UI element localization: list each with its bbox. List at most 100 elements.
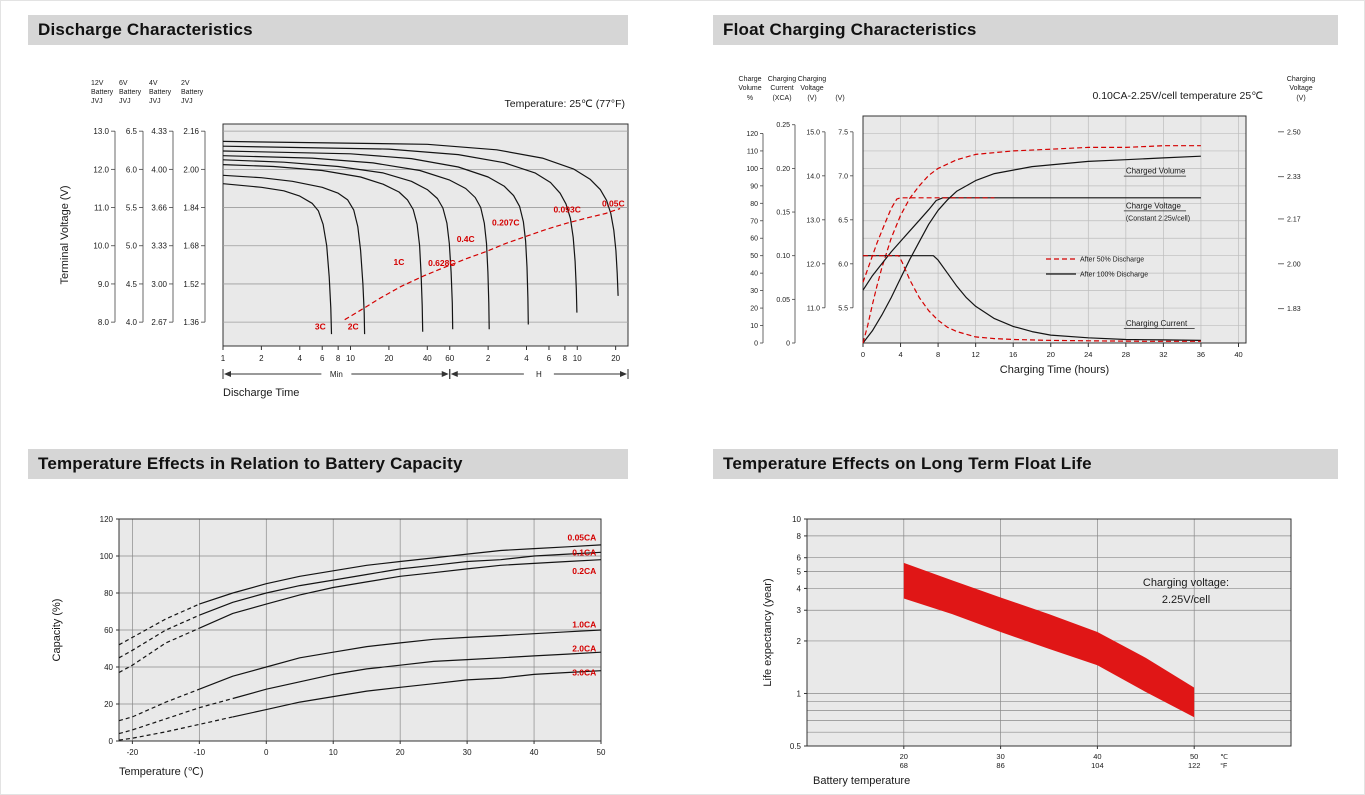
curve-label-0.05CA: 0.05CA bbox=[567, 533, 596, 543]
svg-text:28: 28 bbox=[1122, 350, 1130, 359]
svg-text:2: 2 bbox=[486, 354, 491, 363]
svg-text:11.0: 11.0 bbox=[807, 305, 820, 312]
svg-text:36: 36 bbox=[1197, 350, 1205, 359]
svg-text:4: 4 bbox=[898, 350, 902, 359]
svg-text:24: 24 bbox=[1084, 350, 1092, 359]
curve-label-0.4C: 0.4C bbox=[457, 234, 475, 244]
svg-text:8: 8 bbox=[936, 350, 940, 359]
x-axis-label: Discharge Time bbox=[223, 387, 299, 399]
svg-text:2V: 2V bbox=[181, 80, 190, 87]
curve-3C bbox=[222, 183, 333, 335]
svg-text:8.0: 8.0 bbox=[98, 318, 110, 327]
section-header-float: Float Charging Characteristics bbox=[713, 15, 1338, 45]
curve-0.4C bbox=[222, 155, 490, 330]
svg-text:122: 122 bbox=[1188, 761, 1201, 770]
svg-text:JVJ: JVJ bbox=[119, 98, 131, 105]
svg-text:86: 86 bbox=[996, 761, 1004, 770]
curve-label-0.05C: 0.05C bbox=[602, 198, 625, 208]
curve-label-3.0CA: 3.0CA bbox=[572, 668, 596, 678]
curve-charged-volume-50 bbox=[862, 145, 1201, 344]
svg-text:5.5: 5.5 bbox=[126, 204, 138, 213]
curve-label-0.2CA: 0.2CA bbox=[572, 566, 596, 576]
svg-text:6.0: 6.0 bbox=[126, 165, 138, 174]
curve-2C bbox=[222, 174, 366, 335]
svg-text:6V: 6V bbox=[119, 80, 128, 87]
curve-1.0CA bbox=[199, 629, 602, 690]
svg-text:1: 1 bbox=[221, 354, 226, 363]
svg-text:-10: -10 bbox=[194, 748, 206, 757]
svg-text:1.84: 1.84 bbox=[183, 204, 199, 213]
svg-text:6: 6 bbox=[547, 354, 552, 363]
legend-item: After 100% Discharge bbox=[1080, 272, 1148, 279]
svg-text:3.66: 3.66 bbox=[151, 204, 167, 213]
curve-0.05CA bbox=[199, 544, 602, 605]
svg-text:10: 10 bbox=[750, 323, 758, 330]
curve-3.0CA bbox=[232, 670, 602, 718]
svg-text:Current: Current bbox=[770, 85, 793, 92]
plot-area bbox=[862, 115, 1247, 344]
svg-text:20: 20 bbox=[396, 748, 405, 757]
curve-charged-volume-100 bbox=[862, 155, 1201, 344]
x-axis-label: Battery temperature bbox=[813, 775, 910, 787]
curve-label-0.093C: 0.093C bbox=[553, 204, 580, 214]
svg-text:40: 40 bbox=[104, 663, 113, 672]
svg-text:3: 3 bbox=[797, 606, 802, 615]
discharge-chart: 1 2 4 6 8 10 20 40 60 2 4 6 8 10 20 Min H Discharge Time T… bbox=[28, 59, 676, 411]
svg-text:4.5: 4.5 bbox=[126, 280, 138, 289]
plot-label: Charged Volume bbox=[1126, 167, 1186, 176]
svg-text:Battery: Battery bbox=[181, 89, 204, 96]
svg-text:4: 4 bbox=[797, 584, 802, 593]
y-axis-label: Terminal Voltage (V) bbox=[59, 185, 71, 284]
svg-text:Charging: Charging bbox=[1287, 76, 1316, 83]
svg-text:80: 80 bbox=[750, 201, 758, 208]
svg-text:Battery: Battery bbox=[149, 89, 172, 96]
svg-text:JVJ: JVJ bbox=[91, 98, 103, 105]
svg-text:5.0: 5.0 bbox=[126, 242, 138, 251]
svg-text:8: 8 bbox=[797, 532, 802, 541]
svg-text:2.00: 2.00 bbox=[1287, 261, 1301, 268]
curve-0.207C bbox=[222, 150, 529, 325]
svg-text:Voltage: Voltage bbox=[1289, 85, 1312, 92]
svg-text:1.83: 1.83 bbox=[1287, 306, 1301, 313]
svg-text:110: 110 bbox=[747, 148, 758, 155]
svg-text:6: 6 bbox=[320, 354, 325, 363]
svg-text:Charge: Charge bbox=[739, 76, 762, 83]
section-title-discharge: Discharge Characteristics bbox=[38, 20, 253, 39]
panel-temperature-capacity: Temperature Effects in Relation to Batte… bbox=[28, 449, 676, 783]
curve-charging-current-50 bbox=[863, 255, 1201, 342]
svg-text:10.0: 10.0 bbox=[93, 242, 109, 251]
svg-text:0: 0 bbox=[264, 748, 269, 757]
svg-text:100: 100 bbox=[100, 552, 114, 561]
svg-text:Battery: Battery bbox=[119, 89, 142, 96]
panel-float-charging: Float Charging Characteristics 0 4 8 12 16 20… bbox=[713, 15, 1364, 385]
svg-text:0.05: 0.05 bbox=[776, 297, 790, 304]
x-axis-label: Charging Time (hours) bbox=[1000, 364, 1109, 376]
svg-text:2: 2 bbox=[797, 637, 802, 646]
time-range-Min: Min bbox=[330, 370, 343, 379]
curve-0.093C bbox=[222, 145, 578, 313]
svg-text:0: 0 bbox=[786, 341, 790, 348]
svg-text:4: 4 bbox=[298, 354, 303, 363]
svg-text:14.0: 14.0 bbox=[806, 173, 820, 180]
curve-label-2.0CA: 2.0CA bbox=[572, 644, 596, 654]
plot-label: (Constant 2.25v/cell) bbox=[1126, 215, 1190, 222]
svg-text:2.00: 2.00 bbox=[183, 165, 199, 174]
svg-text:10: 10 bbox=[573, 354, 582, 363]
fahrenheit-unit: °F bbox=[1220, 762, 1227, 770]
curve-label-3C: 3C bbox=[315, 321, 326, 331]
svg-text:1: 1 bbox=[797, 689, 802, 698]
svg-text:40: 40 bbox=[750, 271, 758, 278]
svg-text:Charging: Charging bbox=[798, 76, 827, 83]
svg-text:7.0: 7.0 bbox=[838, 173, 848, 180]
curve-charge-voltage-100 bbox=[862, 197, 1201, 291]
svg-text:13.0: 13.0 bbox=[93, 127, 109, 136]
svg-text:8: 8 bbox=[563, 354, 568, 363]
celsius-unit: ℃ bbox=[1220, 754, 1228, 761]
svg-text:10: 10 bbox=[792, 515, 801, 524]
float-life-chart: 10 8 6 5 4 3 2 1 0.5 20 68 30 86 40 104 50 122 ℃ °F Battery… bbox=[713, 493, 1364, 793]
svg-text:12V: 12V bbox=[91, 80, 104, 87]
charging-voltage-annotation: Charging voltage: bbox=[1143, 577, 1229, 589]
svg-text:1.52: 1.52 bbox=[183, 280, 199, 289]
svg-text:6.0: 6.0 bbox=[838, 261, 848, 268]
svg-text:120: 120 bbox=[100, 515, 114, 524]
